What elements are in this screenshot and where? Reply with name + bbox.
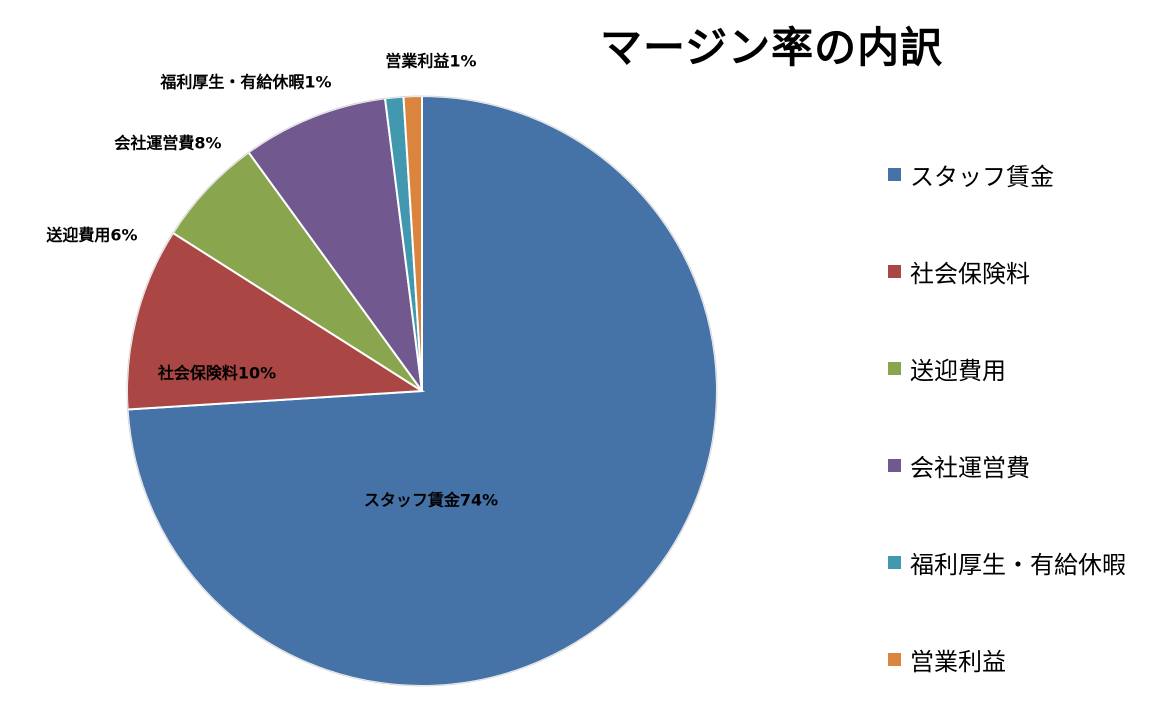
pie-outline xyxy=(126,95,718,687)
data-label-4: 会社運営費8% xyxy=(114,134,221,153)
legend-swatch xyxy=(888,459,901,472)
legend-label: 送迎費用 xyxy=(910,357,1006,385)
legend-label: スタッフ賃金 xyxy=(910,163,1054,191)
legend-item: 福利厚生・有給休暇 xyxy=(888,514,1126,611)
legend-item: 社会保険料 xyxy=(888,223,1126,320)
legend-label: 会社運営費 xyxy=(910,454,1030,482)
legend-swatch xyxy=(888,653,901,666)
legend-swatch xyxy=(888,362,901,375)
data-label-1: スタッフ賃金74% xyxy=(364,491,498,510)
data-label-3: 送迎費用6% xyxy=(45,226,137,245)
legend-swatch xyxy=(888,265,901,278)
legend-swatch xyxy=(888,168,901,181)
legend-swatch xyxy=(888,556,901,569)
legend-label: 福利厚生・有給休暇 xyxy=(910,551,1126,579)
legend-item: スタッフ賃金 xyxy=(888,126,1126,223)
legend-label: 営業利益 xyxy=(910,648,1006,676)
data-label-5: 福利厚生・有給休暇1% xyxy=(159,73,331,92)
data-label-6: 営業利益1% xyxy=(385,52,476,71)
chart-title: マージン率の内訳 xyxy=(600,23,944,72)
legend-label: 社会保険料 xyxy=(910,260,1030,288)
legend: スタッフ賃金 社会保険料送迎費用会社運営費福利厚生・有給休暇 営業利益 xyxy=(888,126,1126,708)
legend-item: 会社運営費 xyxy=(888,417,1126,514)
legend-item: 送迎費用 xyxy=(888,320,1126,417)
legend-item: 営業利益 xyxy=(888,611,1126,708)
data-label-2: 社会保険料10% xyxy=(157,364,276,383)
